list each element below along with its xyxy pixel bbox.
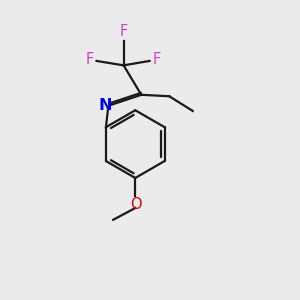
Text: F: F [152,52,161,67]
Text: F: F [119,24,128,39]
Text: N: N [98,98,112,112]
Text: O: O [130,197,142,212]
Text: F: F [85,52,94,67]
